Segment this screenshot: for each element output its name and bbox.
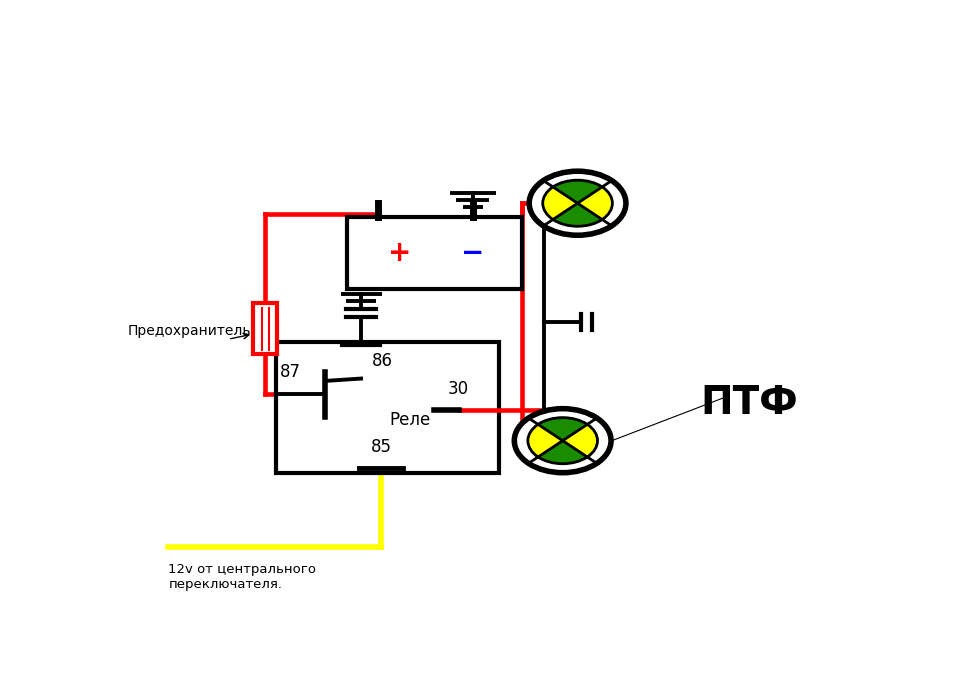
Text: 87: 87 xyxy=(280,363,301,381)
Polygon shape xyxy=(553,203,602,227)
Text: 86: 86 xyxy=(372,351,394,369)
Text: −: − xyxy=(461,238,485,267)
Text: 12v от центрального
переключателя.: 12v от центрального переключателя. xyxy=(168,563,317,591)
Ellipse shape xyxy=(528,418,597,464)
Text: ПТФ: ПТФ xyxy=(701,385,798,422)
Polygon shape xyxy=(563,424,597,457)
Polygon shape xyxy=(528,424,563,457)
Text: +: + xyxy=(388,238,411,267)
Bar xyxy=(347,217,522,288)
Ellipse shape xyxy=(515,409,612,473)
Polygon shape xyxy=(538,418,588,441)
Ellipse shape xyxy=(542,180,612,227)
Text: 85: 85 xyxy=(371,437,392,455)
Ellipse shape xyxy=(529,171,626,235)
Polygon shape xyxy=(553,180,602,203)
Text: 30: 30 xyxy=(447,380,468,398)
Polygon shape xyxy=(542,187,578,220)
Text: Реле: Реле xyxy=(390,412,431,430)
Text: Предохранитель: Предохранитель xyxy=(128,324,251,338)
Bar xyxy=(276,342,499,473)
Polygon shape xyxy=(578,187,612,220)
Polygon shape xyxy=(538,441,588,464)
Bar xyxy=(253,304,277,354)
